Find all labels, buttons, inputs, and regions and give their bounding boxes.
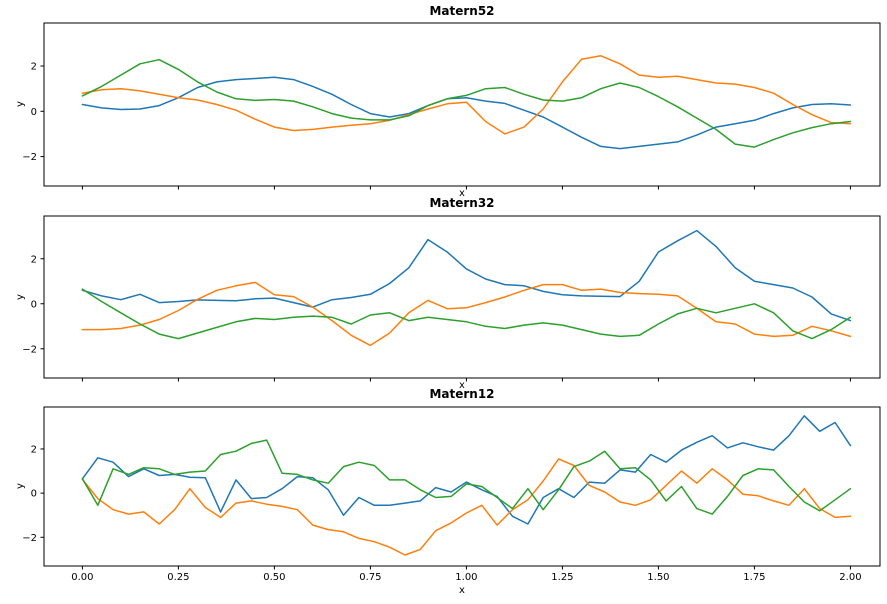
x-tick-label: 1.50 xyxy=(647,572,669,583)
x-tick-label: 0.50 xyxy=(263,572,285,583)
subplot-title-matern52: Matern52 xyxy=(429,4,495,18)
y-tick-label: 0 xyxy=(31,299,37,310)
y-tick-label: 2 xyxy=(31,62,37,73)
y-axis-label-1: y xyxy=(15,101,26,107)
y-tick-label: 0 xyxy=(31,107,37,118)
x-axis-label-3: x xyxy=(459,585,465,596)
x-tick-label: 0.25 xyxy=(167,572,189,583)
x-tick-label: 0.00 xyxy=(71,572,93,583)
subplot-title-matern12: Matern12 xyxy=(429,387,495,401)
line-series-orange xyxy=(81,458,852,556)
y-axis-label-3: y xyxy=(15,483,26,489)
line-series-green xyxy=(81,58,852,148)
y-tick-label: 2 xyxy=(31,254,37,265)
y-tick-label: −2 xyxy=(22,344,37,355)
x-tick-label: 1.00 xyxy=(455,572,477,583)
axes-border xyxy=(43,215,881,379)
subplot-title-matern32: Matern32 xyxy=(429,196,495,210)
y-tick-label: 0 xyxy=(31,489,37,500)
x-tick-label: 1.75 xyxy=(743,572,765,583)
line-series-green xyxy=(81,288,852,340)
line-series-blue xyxy=(81,76,852,150)
line-series-orange xyxy=(81,55,852,135)
x-tick-label: 1.25 xyxy=(551,572,573,583)
axes-border xyxy=(43,22,881,187)
y-tick-label: −2 xyxy=(22,152,37,163)
y-tick-label: −2 xyxy=(22,533,37,544)
line-series-blue xyxy=(81,415,852,525)
line-series-blue xyxy=(81,229,852,322)
line-series-green xyxy=(81,439,852,515)
x-axis-label-2: x xyxy=(459,380,465,391)
x-axis-label-1: x xyxy=(459,188,465,199)
x-tick-label: 0.75 xyxy=(359,572,381,583)
line-series-orange xyxy=(81,281,852,347)
axes-border xyxy=(43,406,881,567)
y-axis-label-2: y xyxy=(15,294,26,300)
y-tick-label: 2 xyxy=(31,444,37,455)
x-tick-label: 2.00 xyxy=(839,572,861,583)
